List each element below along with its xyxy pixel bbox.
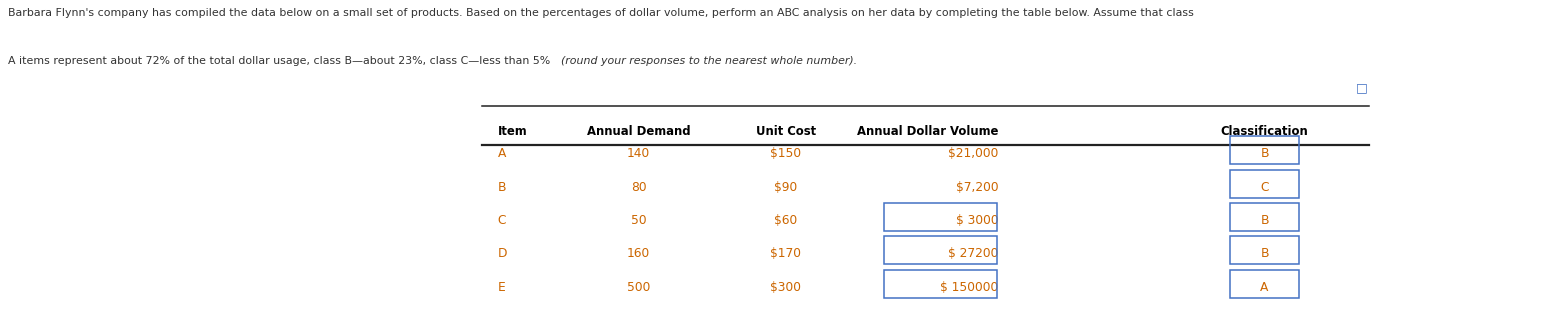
Text: $150: $150 <box>770 147 801 160</box>
Text: A: A <box>498 147 505 160</box>
Text: C: C <box>498 214 505 227</box>
Bar <box>1230 203 1299 231</box>
Text: $7,200: $7,200 <box>956 181 998 194</box>
Text: 160: 160 <box>628 247 649 260</box>
Text: $ 27200: $ 27200 <box>948 247 998 260</box>
Text: Annual Demand: Annual Demand <box>587 125 690 138</box>
Text: B: B <box>1260 247 1269 260</box>
Text: B: B <box>1260 147 1269 160</box>
Text: $170: $170 <box>770 247 801 260</box>
Text: $ 3000: $ 3000 <box>956 214 998 227</box>
Text: 50: 50 <box>631 214 646 227</box>
Text: 500: 500 <box>628 281 649 294</box>
Text: $90: $90 <box>775 181 797 194</box>
Text: B: B <box>1260 214 1269 227</box>
Bar <box>1230 236 1299 264</box>
Bar <box>884 203 997 231</box>
Text: E: E <box>498 281 505 294</box>
Bar <box>1230 136 1299 164</box>
Text: D: D <box>498 247 507 260</box>
Text: (round your responses to the nearest whole number).: (round your responses to the nearest who… <box>560 56 858 66</box>
Text: Barbara Flynn's company has compiled the data below on a small set of products. : Barbara Flynn's company has compiled the… <box>8 8 1194 18</box>
Text: Classification: Classification <box>1221 125 1308 138</box>
Text: A items represent about 72% of the total dollar usage, class B—about 23%, class : A items represent about 72% of the total… <box>8 56 554 66</box>
Text: $ 150000: $ 150000 <box>941 281 998 294</box>
Bar <box>1230 270 1299 298</box>
Bar <box>1230 170 1299 198</box>
Text: B: B <box>498 181 505 194</box>
Text: □: □ <box>1355 81 1368 94</box>
Text: $300: $300 <box>770 281 801 294</box>
Text: A: A <box>1260 281 1269 294</box>
Text: 140: 140 <box>628 147 649 160</box>
Text: C: C <box>1260 181 1269 194</box>
Text: Unit Cost: Unit Cost <box>756 125 815 138</box>
Bar <box>884 236 997 264</box>
Text: $21,000: $21,000 <box>948 147 998 160</box>
Text: $60: $60 <box>775 214 797 227</box>
Text: Annual Dollar Volume: Annual Dollar Volume <box>858 125 998 138</box>
Bar <box>884 270 997 298</box>
Text: Item: Item <box>498 125 527 138</box>
Text: 80: 80 <box>631 181 646 194</box>
